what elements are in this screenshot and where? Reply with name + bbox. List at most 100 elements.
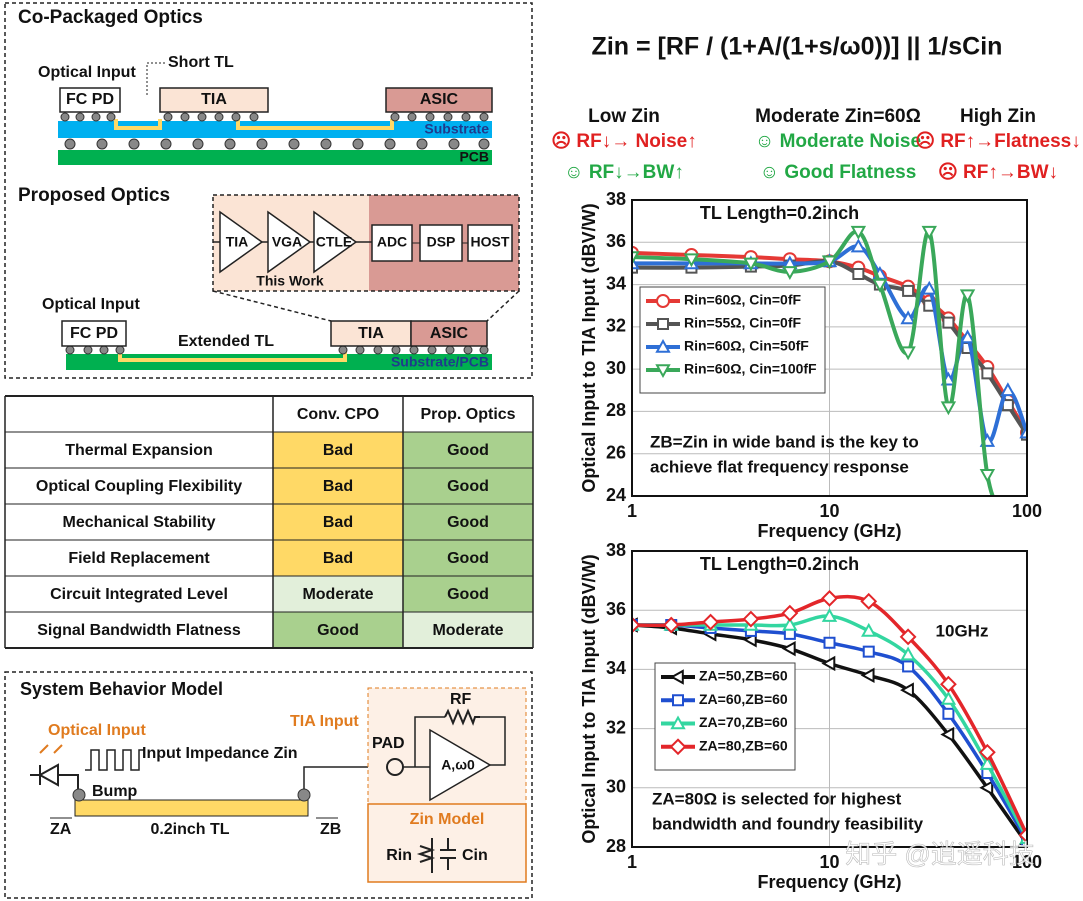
row-label-cell (5, 612, 273, 648)
label: Zin Model (410, 811, 485, 828)
x-tick-label: 1 (627, 501, 637, 521)
legend-marker (655, 338, 671, 353)
y-tick-label: 36 (606, 231, 626, 251)
point (872, 278, 888, 293)
legend-marker (669, 669, 684, 685)
label: Extended TL (178, 333, 274, 350)
point (860, 667, 875, 684)
point (862, 645, 875, 658)
amp (429, 728, 492, 802)
y-tick-label: 30 (606, 358, 626, 378)
block (371, 224, 413, 262)
point (702, 613, 720, 631)
chip-label: TIA (358, 325, 384, 342)
table-cell (273, 432, 403, 468)
y-tick-label: 38 (606, 540, 626, 560)
x-tick-label: 100 (1012, 501, 1042, 521)
panel-title: Proposed Optics (18, 185, 170, 206)
point (1021, 533, 1033, 544)
panel-title: Co-Packaged Optics (18, 7, 203, 28)
label: A,ω0 (441, 757, 475, 773)
label: ZA (50, 821, 72, 838)
point (782, 616, 798, 631)
point (850, 238, 867, 253)
x-tick-label: 1 (627, 852, 637, 872)
cell-text: Bad (323, 550, 353, 567)
regime-title: Low Zin (588, 106, 660, 127)
panel-border (4, 2, 533, 379)
point (743, 257, 759, 272)
y-tick-label: 34 (606, 273, 626, 293)
label: Cin (462, 847, 488, 864)
amp (267, 210, 312, 274)
rc-model (416, 838, 456, 873)
row-label-cell (5, 504, 273, 540)
point (900, 346, 916, 361)
photodiode (30, 763, 79, 791)
point (900, 646, 916, 661)
legend-box (639, 286, 826, 394)
layer-label: Substrate/PCB (391, 354, 489, 370)
point (979, 756, 996, 770)
label: Optical Input (42, 296, 140, 313)
point (940, 401, 957, 416)
table-cell (403, 612, 533, 648)
point (821, 255, 838, 270)
block-label: VGA (272, 234, 302, 250)
row-label: Circuit Integrated Level (50, 586, 228, 603)
point (821, 655, 836, 672)
leader (212, 290, 332, 322)
cell-text: Bad (323, 442, 353, 459)
label: 0.2inch TL (150, 821, 229, 838)
y-tick-label: 34 (606, 658, 626, 678)
chip (159, 87, 269, 113)
cell-text: Good (447, 442, 489, 459)
point (959, 289, 976, 304)
label: This Work (256, 273, 324, 289)
legend-label: Rin=55Ω, Cin=0fF (684, 315, 801, 331)
row-label: Thermal Expansion (65, 442, 213, 459)
table-cell (403, 468, 533, 504)
point (942, 316, 955, 329)
legend-label: Rin=60Ω, Cin=100fF (684, 361, 817, 377)
row-label: Signal Bandwidth Flatness (37, 622, 241, 639)
watermark: 知乎 @逍遥科技 (845, 839, 1035, 869)
point (921, 225, 937, 240)
column-header: Prop. Optics (420, 406, 515, 423)
point (1018, 826, 1027, 844)
y-axis-label: Optical Input to TIA Input (dBV/W) (579, 203, 599, 492)
amp (219, 210, 264, 274)
label: Optical Input (48, 722, 146, 739)
point (860, 592, 878, 610)
point (1000, 382, 1016, 397)
annotation: bandwidth and foundry feasibility (652, 814, 924, 833)
block-label: HOST (471, 234, 510, 250)
pulse (85, 749, 145, 771)
point (852, 268, 865, 280)
x-axis-label: Frequency (GHz) (757, 872, 901, 892)
legend-marker (657, 318, 669, 330)
row-label: Mechanical Stability (63, 514, 216, 531)
point (921, 280, 937, 295)
label: Optical Input (38, 64, 136, 81)
row-label: Field Replacement (68, 550, 210, 567)
point (940, 726, 955, 743)
legend-marker (670, 715, 686, 730)
chip-label: ASIC (430, 325, 469, 342)
point (902, 660, 915, 673)
cell-text: Good (447, 550, 489, 567)
cell-text: Good (317, 622, 359, 639)
legend-label: ZA=80,ZB=60 (699, 737, 788, 753)
regime-item: ☹ RF↑→BW↓ (938, 162, 1058, 183)
table-cell (403, 432, 533, 468)
label: Bump (92, 783, 138, 800)
block-label: ADC (377, 234, 407, 250)
regime-item: ☺ Good Flatness (760, 162, 917, 183)
balls (60, 112, 490, 150)
row-label-cell (5, 432, 273, 468)
pcb (58, 150, 492, 165)
point (632, 251, 640, 266)
column-header: Conv. CPO (297, 406, 379, 423)
trace (114, 119, 162, 130)
